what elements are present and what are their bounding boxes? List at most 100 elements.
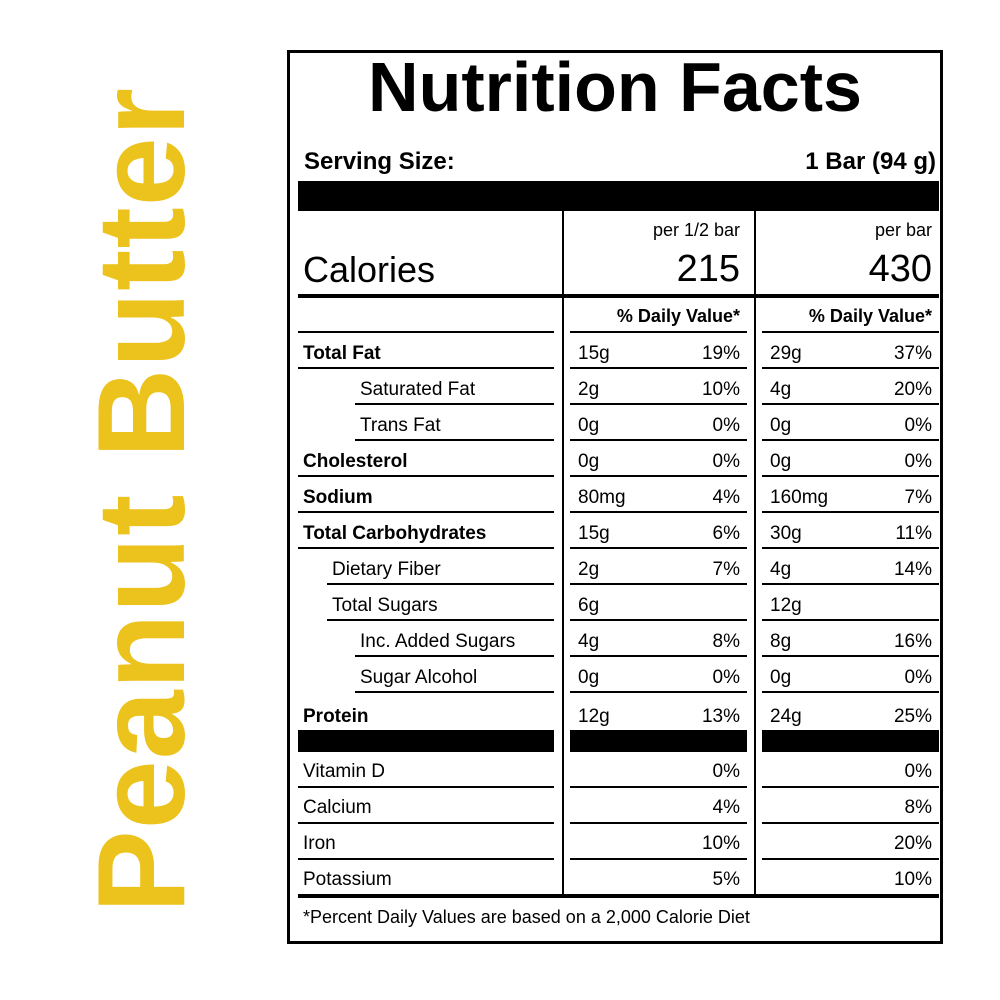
footnote: *Percent Daily Values are based on a 2,0… [303, 907, 750, 927]
row-rule [355, 691, 554, 693]
dv-header-full: % Daily Value* [808, 306, 932, 326]
vitamin-divider [762, 730, 939, 752]
vitamin-name: Potassium [303, 869, 392, 890]
row-rule [298, 786, 554, 788]
row-rule [570, 511, 747, 513]
half-amount: 0g [578, 415, 600, 436]
half-daily-value: 13% [701, 706, 740, 727]
half-amount: 80mg [578, 487, 626, 508]
half-amount: 15g [578, 343, 610, 364]
full-amount: 12g [770, 595, 802, 616]
full-amount: 30g [770, 523, 802, 544]
calories-half: 215 [676, 248, 740, 290]
vitamin-divider [570, 730, 747, 752]
row-rule [355, 403, 554, 405]
row-rule [570, 786, 747, 788]
row-rule [570, 367, 747, 369]
half-daily-value: 7% [712, 559, 740, 580]
column-divider-right [754, 211, 756, 894]
row-rule [762, 511, 939, 513]
half-daily-value: 6% [712, 523, 740, 544]
full-amount: 0g [770, 415, 792, 436]
row-rule [327, 619, 554, 621]
row-rule [298, 511, 554, 513]
calories-label: Calories [303, 249, 436, 290]
half-amount: 2g [578, 559, 600, 580]
half-amount: 2g [578, 379, 600, 400]
nutrient-name: Inc. Added Sugars [360, 631, 516, 652]
full-daily-value: 14% [893, 559, 932, 580]
vitamin-name: Iron [303, 833, 336, 854]
row-rule [762, 475, 939, 477]
serving-size-value: 1 Bar (94 g) [805, 148, 936, 175]
nutrient-name: Sugar Alcohol [360, 667, 478, 688]
row-rule [570, 822, 747, 824]
full-daily-value: 16% [893, 631, 932, 652]
row-rule [762, 367, 939, 369]
full-daily-value: 0% [904, 415, 932, 436]
half-daily-value: 10% [701, 833, 740, 854]
footnote-divider [298, 894, 939, 898]
full-daily-value: 20% [893, 379, 932, 400]
half-amount: 15g [578, 523, 610, 544]
full-amount: 8g [770, 631, 792, 652]
dv-header-half: % Daily Value* [616, 306, 740, 326]
row-rule [762, 547, 939, 549]
nutrient-name: Sodium [303, 487, 373, 508]
row-rule [762, 858, 939, 860]
calories-full: 430 [868, 248, 932, 290]
full-amount: 0g [770, 667, 792, 688]
row-rule [355, 439, 554, 441]
vitamin-name: Vitamin D [303, 761, 386, 782]
full-amount: 160mg [770, 487, 829, 508]
row-rule [762, 619, 939, 621]
half-amount: 0g [578, 667, 600, 688]
vitamin-divider [298, 730, 554, 752]
full-amount: 4g [770, 379, 792, 400]
half-amount: 6g [578, 595, 600, 616]
nutrient-name: Total Carbohydrates [303, 523, 487, 544]
serving-size-label: Serving Size: [304, 148, 455, 175]
row-rule [762, 439, 939, 441]
row-rule [570, 331, 747, 333]
half-amount: 0g [578, 451, 600, 472]
nutrient-name: Protein [303, 706, 369, 727]
row-rule [762, 583, 939, 585]
row-rule [570, 858, 747, 860]
product-name: Peanut Butter [73, 87, 211, 913]
thick-divider [298, 181, 939, 211]
calories-divider [298, 294, 939, 298]
row-rule [298, 367, 554, 369]
column-header-half: per 1/2 bar [652, 220, 740, 240]
row-rule [298, 547, 554, 549]
half-daily-value: 8% [712, 631, 740, 652]
row-rule [762, 822, 939, 824]
half-daily-value: 5% [712, 869, 740, 890]
full-amount: 24g [770, 706, 802, 727]
nutrient-name: Dietary Fiber [332, 559, 441, 580]
row-rule [570, 619, 747, 621]
half-daily-value: 4% [712, 797, 740, 818]
nutrient-name: Total Sugars [332, 595, 438, 616]
full-daily-value: 37% [893, 343, 932, 364]
full-daily-value: 20% [893, 833, 932, 854]
full-daily-value: 0% [904, 761, 932, 782]
half-daily-value: 10% [701, 379, 740, 400]
full-amount: 4g [770, 559, 792, 580]
full-daily-value: 25% [893, 706, 932, 727]
full-daily-value: 8% [904, 797, 932, 818]
half-daily-value: 4% [712, 487, 740, 508]
half-daily-value: 0% [712, 451, 740, 472]
label-title: Nutrition Facts [368, 48, 862, 126]
full-daily-value: 0% [904, 667, 932, 688]
full-daily-value: 0% [904, 451, 932, 472]
row-rule [298, 858, 554, 860]
nutrient-name: Saturated Fat [360, 379, 476, 400]
row-rule [570, 547, 747, 549]
nutrient-name: Total Fat [303, 343, 381, 364]
half-daily-value: 19% [701, 343, 740, 364]
row-rule [762, 655, 939, 657]
row-rule [570, 583, 747, 585]
full-daily-value: 10% [893, 869, 932, 890]
row-rule [762, 786, 939, 788]
